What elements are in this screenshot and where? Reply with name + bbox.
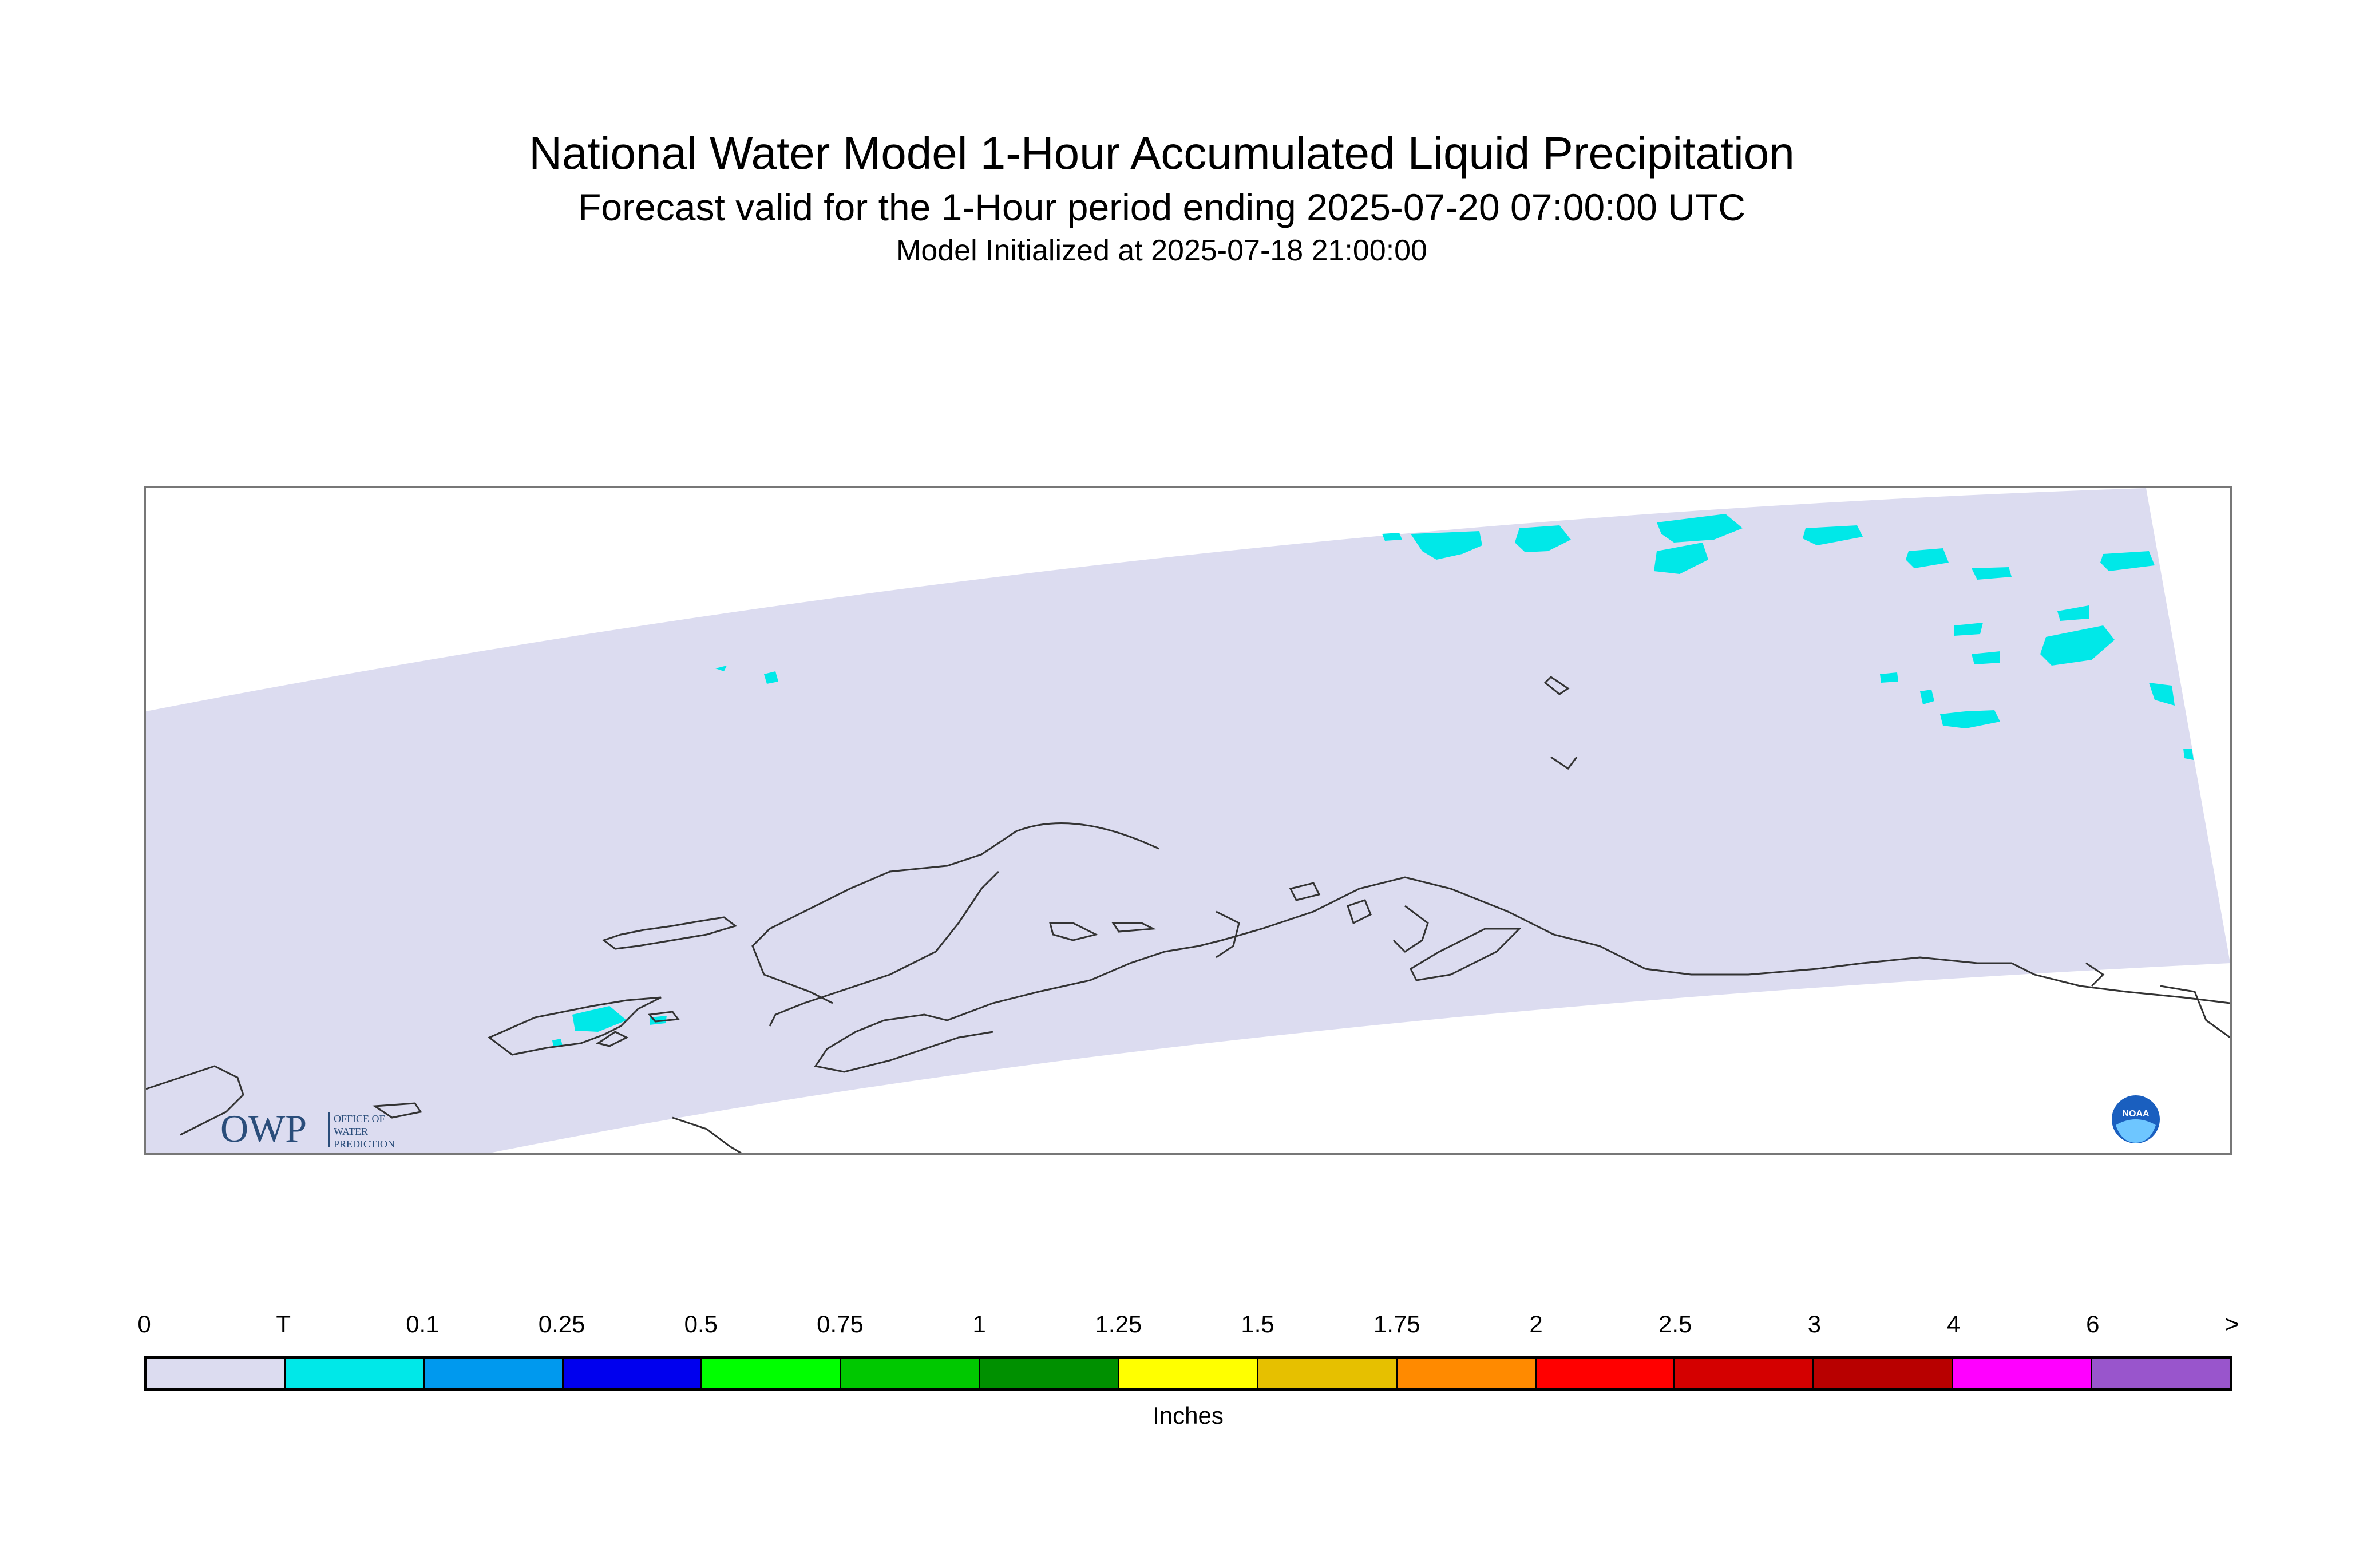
coastline [751, 822, 1159, 1004]
legend-colorbar [144, 1356, 2232, 1391]
coastline [1111, 922, 1157, 933]
precip-cell [1657, 514, 1743, 543]
legend-swatch [1397, 1359, 1537, 1388]
precip-cell [2057, 605, 2089, 621]
legend-swatch [424, 1359, 564, 1388]
precip-cell [572, 1006, 627, 1032]
coastline [2160, 985, 2230, 1039]
precip-cell [1906, 548, 1949, 568]
coastline [1347, 899, 1372, 925]
coastline [672, 1116, 742, 1153]
precip-cell [1940, 710, 2000, 728]
legend-swatch [1675, 1359, 1815, 1388]
precip-cell [1972, 651, 2000, 664]
precip-cell [1654, 543, 1708, 574]
title-block: National Water Model 1-Hour Accumulated … [0, 126, 2323, 269]
precip-cell [1382, 533, 1402, 541]
precip-cell [1972, 567, 2012, 580]
legend-tick-label: 0.75 [817, 1310, 864, 1337]
legend-swatch [2092, 1359, 2230, 1388]
coastline [648, 1011, 680, 1023]
map-canvas [146, 488, 2230, 1153]
coastlines [146, 676, 2230, 1153]
owp-line-2: WATER [334, 1126, 368, 1137]
legend-swatch [1814, 1359, 1954, 1388]
legend-ticks: 0 T 0.1 0.25 0.5 0.75 1 1.25 1.5 1.75 2 2.5 3 4 6 > [137, 1310, 2239, 1345]
owp-line-1: OFFICE OF [334, 1113, 385, 1124]
legend-tick-label: 1.75 [1373, 1310, 1420, 1337]
legend-tick-label: 3 [1807, 1310, 1822, 1337]
precip-cell [2100, 551, 2155, 571]
precip-areas [552, 514, 2194, 1047]
coastline [488, 996, 662, 1056]
map-title: National Water Model 1-Hour Accumulated … [529, 128, 1795, 179]
legend-tick-label: 0 [137, 1310, 151, 1337]
legend-tick-label: 2 [1529, 1310, 1543, 1337]
coastline [372, 1102, 422, 1119]
legend-tick-label: 4 [1946, 1310, 1961, 1337]
precip-cell [2149, 683, 2175, 706]
legend-tick-label: T [276, 1310, 291, 1337]
model-domain [146, 488, 2230, 1153]
coastline [1543, 676, 1570, 695]
noaa-logo: NOAA [2110, 1094, 2162, 1145]
precip-cell [1880, 672, 1898, 683]
map-subtitle: Forecast valid for the 1-Hour period end… [578, 186, 1745, 228]
legend-swatch [147, 1359, 286, 1388]
legend-tick-label: > [2224, 1310, 2239, 1337]
precip-cell [1803, 525, 1863, 545]
coastline [1550, 756, 1578, 770]
color-legend: 0 T 0.1 0.25 0.5 0.75 1 1.25 1.5 1.75 2 2.5 3 4 6 > Inc… [137, 1310, 2239, 1459]
model-init-text: Model Initialized at 2025-07-18 21:00:00 [896, 234, 1427, 267]
legend-tick-label: 2.5 [1658, 1310, 1692, 1337]
legend-swatch [1953, 1359, 2093, 1388]
legend-tick-label: 1 [972, 1310, 986, 1337]
coastline [601, 916, 738, 950]
precip-cell [552, 1039, 563, 1047]
legend-tick-label: 0.5 [684, 1310, 718, 1337]
legend-swatch [980, 1359, 1120, 1388]
precip-cell [2040, 625, 2115, 666]
precip-cell [764, 671, 778, 684]
precip-cell [1920, 690, 1934, 704]
coastline [884, 876, 2230, 1021]
legend-swatch [841, 1359, 981, 1388]
noaa-text: NOAA [2122, 1109, 2150, 1119]
coastline [1410, 928, 1522, 981]
legend-swatch [563, 1359, 703, 1388]
legend-swatch [1119, 1359, 1258, 1388]
coastline [1289, 882, 1321, 901]
precip-cell [1515, 525, 1571, 552]
coastline [1049, 922, 1099, 941]
coastline [814, 1019, 993, 1073]
legend-units: Inches [1153, 1402, 1224, 1429]
map-panel[interactable]: OWP OFFICE OF WATER PREDICTION NOAA [144, 486, 2232, 1155]
precip-cell [715, 666, 727, 671]
precip-cell [1954, 623, 1983, 636]
owp-mark: OWP [220, 1107, 307, 1150]
legend-swatch [285, 1359, 425, 1388]
owp-logo: OWP OFFICE OF WATER PREDICTION [220, 1106, 426, 1152]
coastline [769, 870, 1000, 1027]
legend-swatch [702, 1359, 842, 1388]
legend-tick-label: 0.25 [538, 1310, 585, 1337]
owp-line-3: PREDICTION [334, 1138, 395, 1150]
legend-swatch [1536, 1359, 1676, 1388]
precip-cell [1411, 531, 1482, 560]
coastline [146, 1065, 244, 1136]
legend-tick-label: 0.1 [406, 1310, 440, 1337]
legend-tick-label: 1.25 [1095, 1310, 1142, 1337]
precip-cell [2183, 749, 2194, 760]
coastline [1392, 905, 1429, 953]
coastline [1216, 910, 1240, 959]
legend-swatch [1258, 1359, 1398, 1388]
legend-tick-label: 1.5 [1241, 1310, 1274, 1337]
coastline [2085, 962, 2105, 987]
coastline [596, 1031, 629, 1047]
legend-tick-label: 6 [2086, 1310, 2100, 1337]
